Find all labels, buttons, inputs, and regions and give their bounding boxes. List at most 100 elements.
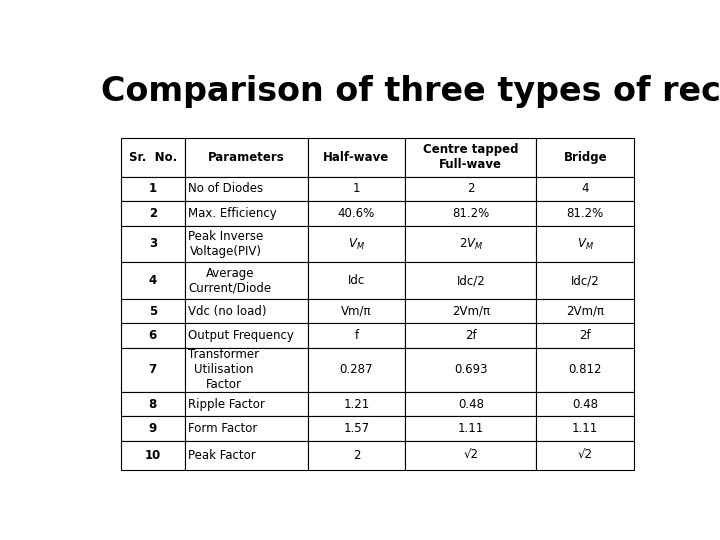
Text: 9: 9	[148, 422, 157, 435]
Text: 2f: 2f	[580, 329, 591, 342]
Bar	[307, 416, 405, 441]
Text: 1: 1	[149, 183, 157, 195]
Text: 0.48: 0.48	[458, 397, 484, 410]
Bar	[307, 299, 405, 323]
Bar	[307, 323, 405, 348]
Bar	[185, 226, 307, 262]
Text: 2: 2	[149, 207, 157, 220]
Bar	[185, 177, 307, 201]
Bar	[121, 323, 185, 348]
Bar	[121, 392, 185, 416]
Text: Half-wave: Half-wave	[323, 151, 390, 164]
Bar	[536, 201, 634, 226]
Bar	[185, 262, 307, 299]
Text: 2: 2	[353, 449, 360, 462]
Text: 2Vm/π: 2Vm/π	[566, 305, 604, 318]
Bar	[185, 201, 307, 226]
Text: Bridge: Bridge	[564, 151, 607, 164]
Bar	[307, 392, 405, 416]
Bar	[307, 441, 405, 470]
Text: Vdc (no load): Vdc (no load)	[188, 305, 266, 318]
Text: 40.6%: 40.6%	[338, 207, 375, 220]
Text: Max. Efficiency: Max. Efficiency	[188, 207, 277, 220]
Bar	[121, 138, 185, 177]
Bar	[536, 348, 634, 392]
Text: 3: 3	[149, 238, 157, 251]
Text: Centre tapped
Full-wave: Centre tapped Full-wave	[423, 143, 518, 171]
Bar	[536, 441, 634, 470]
Bar	[307, 177, 405, 201]
Text: 10: 10	[145, 449, 161, 462]
Bar	[405, 392, 536, 416]
Bar	[405, 441, 536, 470]
Text: 0.48: 0.48	[572, 397, 598, 410]
Text: $2V_M$: $2V_M$	[459, 237, 483, 252]
Bar	[536, 262, 634, 299]
Bar	[536, 392, 634, 416]
Text: Sr.  No.: Sr. No.	[129, 151, 177, 164]
Bar	[307, 262, 405, 299]
Text: 1.21: 1.21	[343, 397, 369, 410]
Text: 1.11: 1.11	[572, 422, 598, 435]
Text: 1: 1	[353, 183, 360, 195]
Text: Comparison of three types of rectifier: Comparison of three types of rectifier	[101, 75, 720, 108]
Text: Idc/2: Idc/2	[571, 274, 600, 287]
Bar	[185, 416, 307, 441]
Text: No of Diodes: No of Diodes	[188, 183, 264, 195]
Text: Output Frequency: Output Frequency	[188, 329, 294, 342]
Text: 5: 5	[148, 305, 157, 318]
Text: 81.2%: 81.2%	[452, 207, 490, 220]
Text: f: f	[354, 329, 359, 342]
Text: Vm/π: Vm/π	[341, 305, 372, 318]
Bar	[185, 392, 307, 416]
Bar	[405, 348, 536, 392]
Bar	[307, 348, 405, 392]
Text: √2: √2	[464, 449, 478, 462]
Bar	[121, 201, 185, 226]
Bar	[536, 323, 634, 348]
Text: Transformer
Utilisation
Factor: Transformer Utilisation Factor	[188, 348, 259, 392]
Bar	[185, 323, 307, 348]
Bar	[536, 177, 634, 201]
Text: Form Factor: Form Factor	[188, 422, 258, 435]
Text: √2: √2	[577, 449, 593, 462]
Bar	[121, 262, 185, 299]
Text: Peak Factor: Peak Factor	[188, 449, 256, 462]
Text: 1.57: 1.57	[343, 422, 369, 435]
Bar	[536, 138, 634, 177]
Text: Ripple Factor: Ripple Factor	[188, 397, 265, 410]
Bar	[307, 138, 405, 177]
Bar	[307, 201, 405, 226]
Text: 6: 6	[148, 329, 157, 342]
Bar	[405, 138, 536, 177]
Bar	[121, 416, 185, 441]
Text: 0.812: 0.812	[569, 363, 602, 376]
Text: Peak Inverse
Voltage(PIV): Peak Inverse Voltage(PIV)	[188, 230, 264, 258]
Text: 2Vm/π: 2Vm/π	[452, 305, 490, 318]
Text: Parameters: Parameters	[208, 151, 284, 164]
Bar	[405, 299, 536, 323]
Bar	[405, 262, 536, 299]
Bar	[536, 226, 634, 262]
Text: $V_M$: $V_M$	[577, 237, 594, 252]
Bar	[405, 201, 536, 226]
Text: Idc: Idc	[348, 274, 365, 287]
Text: 7: 7	[149, 363, 157, 376]
Text: $V_M$: $V_M$	[348, 237, 365, 252]
Text: 0.287: 0.287	[340, 363, 373, 376]
Bar	[536, 416, 634, 441]
Text: Idc/2: Idc/2	[456, 274, 485, 287]
Bar	[405, 416, 536, 441]
Bar	[121, 299, 185, 323]
Bar	[121, 177, 185, 201]
Text: 8: 8	[148, 397, 157, 410]
Text: 2: 2	[467, 183, 474, 195]
Bar	[405, 226, 536, 262]
Bar	[405, 177, 536, 201]
Text: 81.2%: 81.2%	[567, 207, 604, 220]
Bar	[121, 226, 185, 262]
Text: 0.693: 0.693	[454, 363, 487, 376]
Text: 2f: 2f	[465, 329, 477, 342]
Bar	[405, 323, 536, 348]
Text: 1.11: 1.11	[458, 422, 484, 435]
